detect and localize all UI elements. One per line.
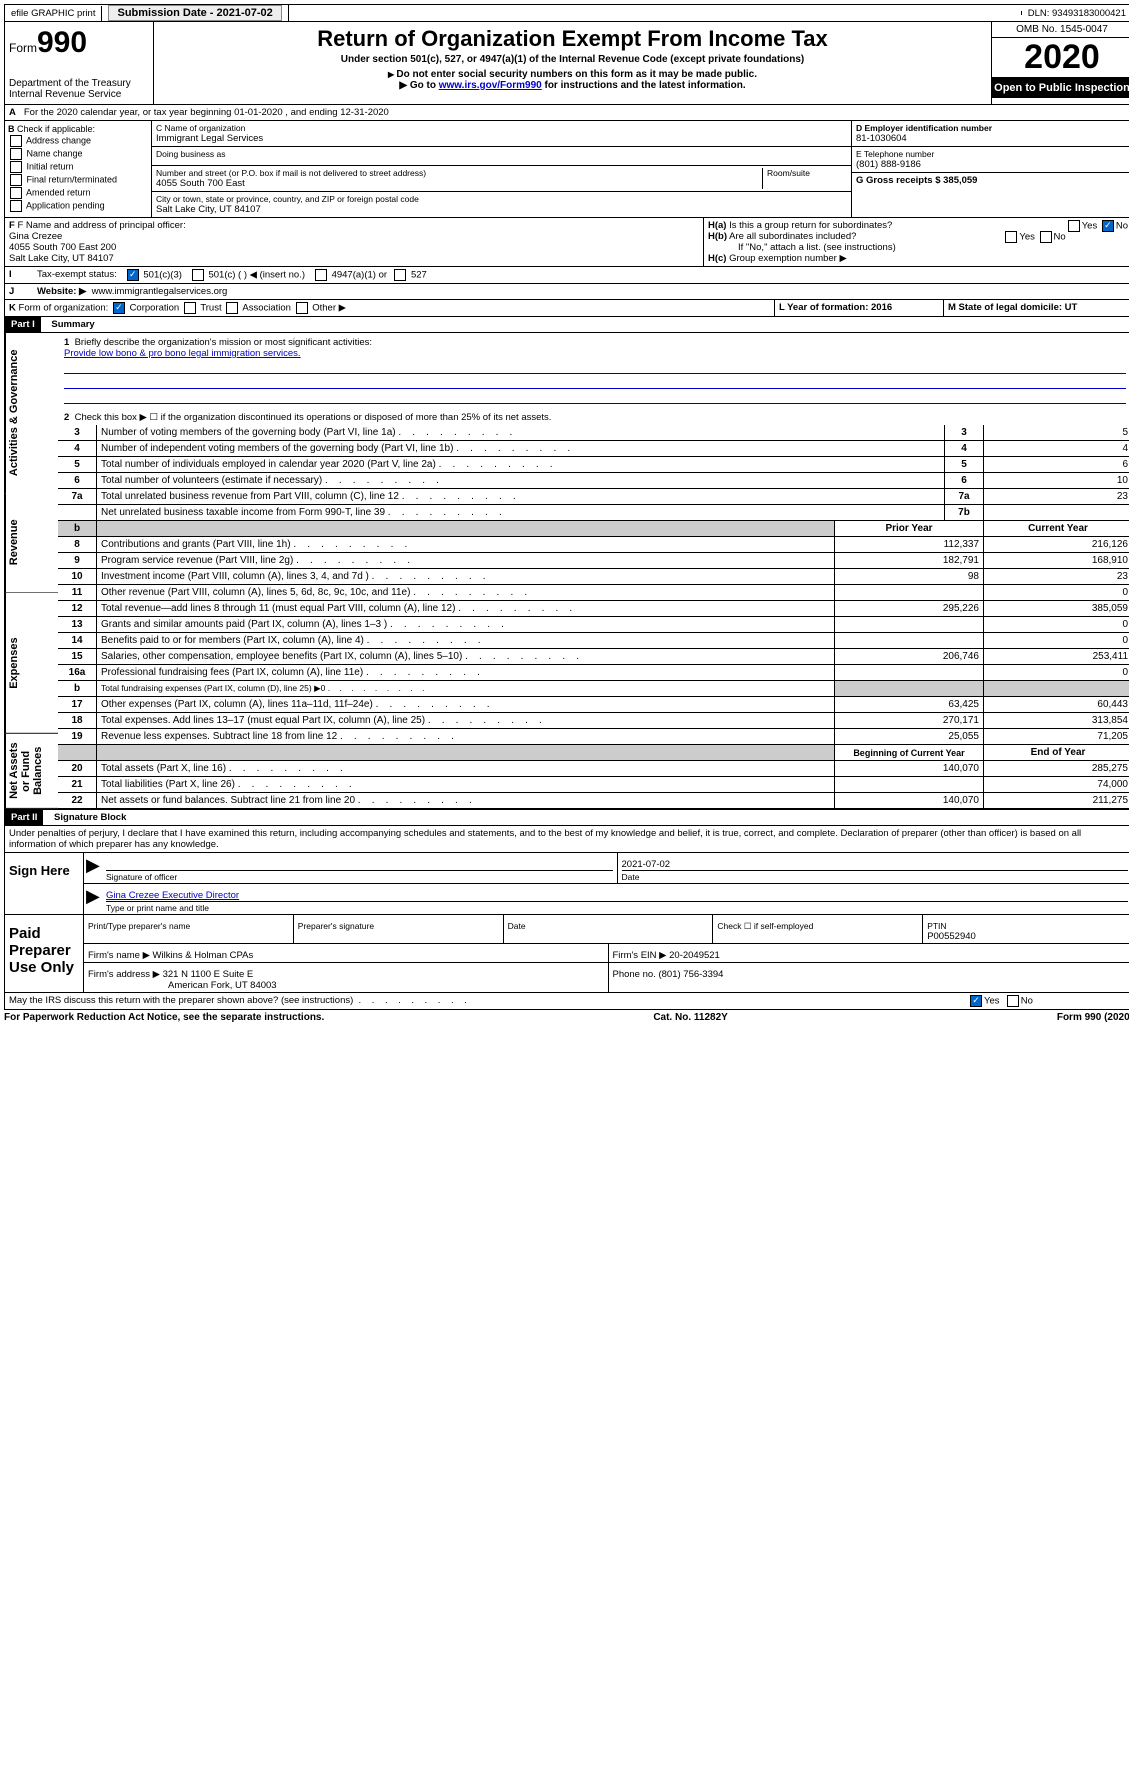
side-label-expenses: Expenses bbox=[5, 593, 58, 734]
part-1-body: Activities & Governance Revenue Expenses… bbox=[4, 333, 1129, 810]
expenses-table: 13Grants and similar amounts paid (Part … bbox=[58, 617, 1129, 745]
paid-preparer-block: Paid Preparer Use Only Print/Type prepar… bbox=[4, 915, 1129, 993]
form-title: Return of Organization Exempt From Incom… bbox=[162, 26, 983, 52]
officer-block: F F Name and address of principal office… bbox=[4, 218, 1129, 267]
dept-irs: Internal Revenue Service bbox=[9, 89, 149, 100]
discuss-row: May the IRS discuss this return with the… bbox=[4, 993, 1129, 1010]
ptin: P00552940 bbox=[927, 931, 1128, 942]
box-g: G Gross receipts $ 385,059 bbox=[852, 173, 1129, 195]
501c3-checkbox[interactable] bbox=[127, 269, 139, 281]
part-1-title: Summary bbox=[43, 319, 94, 330]
box-b: B Check if applicable: Address change Na… bbox=[5, 121, 152, 217]
box-e: E Telephone number (801) 888-9186 bbox=[852, 147, 1129, 173]
side-label-governance: Activities & Governance bbox=[5, 333, 58, 493]
part-1-label: Part I bbox=[5, 317, 41, 332]
org-name: Immigrant Legal Services bbox=[156, 133, 847, 144]
perjury-text: Under penalties of perjury, I declare th… bbox=[4, 826, 1129, 853]
preparer-phone: (801) 756-3394 bbox=[658, 969, 723, 980]
org-address: 4055 South 700 East bbox=[156, 178, 762, 189]
form-header: Form990 Department of the Treasury Inter… bbox=[4, 22, 1129, 105]
firm-ein: 20-2049521 bbox=[669, 950, 720, 961]
form-subtitle: Under section 501(c), 527, or 4947(a)(1)… bbox=[162, 54, 983, 65]
form-number: Form990 bbox=[9, 26, 149, 60]
efile-label: efile GRAPHIC print bbox=[5, 6, 102, 21]
sig-date: 2021-07-02 bbox=[622, 859, 1129, 870]
side-label-netassets: Net Assets or Fund Balances bbox=[5, 734, 58, 809]
open-public-badge: Open to Public Inspection bbox=[992, 78, 1129, 98]
sign-here-block: Sign Here ▶ Signature of officer 2021-07… bbox=[4, 853, 1129, 915]
website-row: J Website: ▶ www.immigrantlegalservices.… bbox=[4, 284, 1129, 300]
officer-typed-name: Gina Crezee Executive Director bbox=[106, 890, 1128, 901]
tax-year: 2020 bbox=[992, 38, 1129, 78]
box-d: D Employer identification number 81-1030… bbox=[852, 121, 1129, 147]
omb-number: OMB No. 1545-0047 bbox=[992, 22, 1129, 38]
entity-block: B Check if applicable: Address change Na… bbox=[4, 121, 1129, 218]
part-2-label: Part II bbox=[5, 810, 43, 825]
discuss-no-checkbox[interactable] bbox=[1007, 995, 1019, 1007]
line-a: A For the 2020 calendar year, or tax yea… bbox=[4, 105, 1129, 121]
website-value: www.immigrantlegalservices.org bbox=[92, 286, 228, 297]
discuss-yes-checkbox[interactable] bbox=[970, 995, 982, 1007]
ssn-note: Do not enter social security numbers on … bbox=[162, 69, 983, 80]
revenue-table: 8Contributions and grants (Part VIII, li… bbox=[58, 537, 1129, 617]
netassets-table: 20Total assets (Part X, line 16)140,0702… bbox=[58, 761, 1129, 809]
ein: 81-1030604 bbox=[856, 133, 1128, 144]
goto-note: ▶ Go to www.irs.gov/Form990 for instruct… bbox=[162, 80, 983, 91]
mission-text: Provide low bono & pro bono legal immigr… bbox=[64, 348, 301, 359]
submission-date-button[interactable]: Submission Date - 2021-07-02 bbox=[108, 5, 281, 21]
top-bar: efile GRAPHIC print Submission Date - 20… bbox=[4, 4, 1129, 22]
box-c: C Name of organization Immigrant Legal S… bbox=[152, 121, 851, 217]
dln-label: DLN: 93493183000421 bbox=[1022, 6, 1129, 21]
irs-link[interactable]: www.irs.gov/Form990 bbox=[439, 80, 542, 91]
dept-treasury: Department of the Treasury bbox=[9, 78, 149, 89]
side-label-revenue: Revenue bbox=[5, 493, 58, 593]
page-footer: For Paperwork Reduction Act Notice, see … bbox=[4, 1010, 1129, 1025]
firm-name: Wilkins & Holman CPAs bbox=[153, 950, 254, 961]
klm-row: K Form of organization: Corporation Trus… bbox=[4, 300, 1129, 317]
governance-table: 3Number of voting members of the governi… bbox=[58, 425, 1129, 521]
officer-name: Gina Crezee bbox=[9, 231, 699, 242]
phone: (801) 888-9186 bbox=[856, 159, 1128, 170]
tax-exempt-row: I Tax-exempt status: 501(c)(3) 501(c) ( … bbox=[4, 267, 1129, 284]
part-2-title: Signature Block bbox=[46, 812, 126, 823]
org-city: Salt Lake City, UT 84107 bbox=[156, 204, 847, 215]
